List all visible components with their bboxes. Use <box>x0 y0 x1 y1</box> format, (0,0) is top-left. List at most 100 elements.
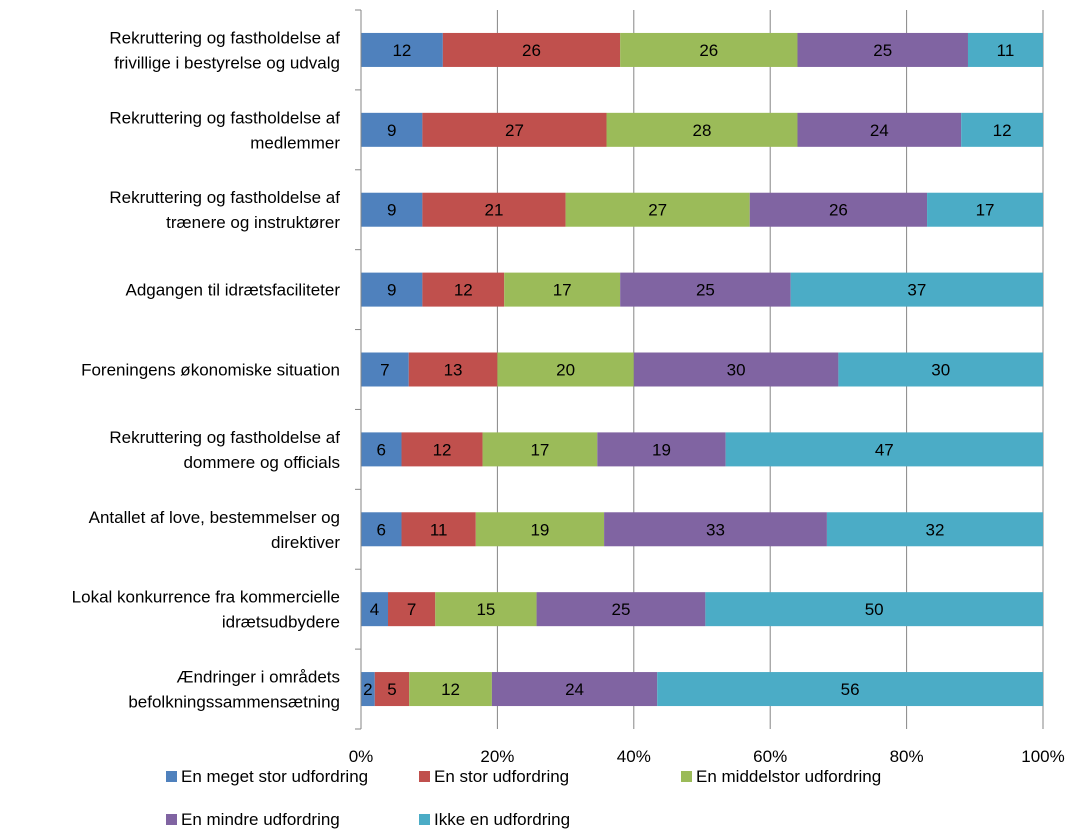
legend-item: En meget stor udfordring <box>166 767 368 786</box>
data-label: 7 <box>407 600 416 619</box>
x-tick-label: 60% <box>753 747 787 766</box>
legend-swatch <box>681 771 692 782</box>
data-label: 24 <box>870 121 889 140</box>
legend-item: En stor udfordring <box>419 767 569 786</box>
bar-segment <box>361 672 375 707</box>
bar-segment <box>606 112 798 147</box>
bar-segment <box>633 352 839 387</box>
data-label: 5 <box>387 680 396 699</box>
category-label: Adgangen til idrætsfaciliteter <box>125 281 340 300</box>
x-tick-label: 0% <box>349 747 374 766</box>
bar-segment <box>409 672 492 707</box>
category-label: Rekruttering og fastholdelse af frivillig… <box>109 28 340 72</box>
data-label: 9 <box>387 121 396 140</box>
legend-label: En mindre udfordring <box>181 810 340 829</box>
bar-segment <box>620 272 791 307</box>
data-label: 19 <box>652 440 671 459</box>
bar-segment <box>497 352 634 387</box>
data-label: 6 <box>377 440 386 459</box>
bar-segment <box>961 112 1043 147</box>
bar-segment <box>401 512 476 547</box>
data-label: 21 <box>485 201 504 220</box>
data-label: 2 <box>363 680 372 699</box>
bar-segment <box>435 592 537 627</box>
bar-segment <box>604 512 827 547</box>
bar-segment <box>657 672 1043 707</box>
data-label: 37 <box>907 281 926 300</box>
legend-swatch <box>419 771 430 782</box>
data-label: 27 <box>648 201 667 220</box>
bar-segment <box>536 592 706 627</box>
data-label: 17 <box>553 281 572 300</box>
category-label: Rekruttering og fastholdelse af trænere o… <box>109 188 340 232</box>
bar-segment <box>927 192 1043 227</box>
data-label: 17 <box>530 440 549 459</box>
bar-segment <box>361 512 402 547</box>
data-label: 12 <box>454 281 473 300</box>
data-label: 9 <box>387 201 396 220</box>
bar-segment <box>361 32 443 67</box>
bars: 12 26 26 25 119 27 28 24 129 21 27 26 179 12 17 25 377 13… <box>361 32 1043 707</box>
bar-segment <box>361 192 423 227</box>
bar-segment <box>422 112 607 147</box>
bar-segment <box>374 672 410 707</box>
bar-segment <box>361 352 409 387</box>
data-label: 30 <box>727 361 746 380</box>
bar-segment <box>422 192 566 227</box>
bar-segment <box>967 32 1043 67</box>
bar-segment <box>705 592 1043 627</box>
x-tick-labels: 0% 20% 40% 60% 80% 100% <box>349 747 1065 766</box>
y-axis <box>355 9 362 730</box>
data-label: 56 <box>841 680 860 699</box>
data-label: 47 <box>875 440 894 459</box>
data-label: 15 <box>476 600 495 619</box>
bar-segment <box>491 672 658 707</box>
category-label: Lokal konkurrence fra kommercielle idræts… <box>72 588 340 632</box>
data-label: 32 <box>925 520 944 539</box>
x-tick-label: 100% <box>1021 747 1064 766</box>
bar-segment <box>442 32 621 67</box>
data-label: 25 <box>696 281 715 300</box>
legend-swatch <box>419 814 430 825</box>
bar-segment <box>826 512 1043 547</box>
legend-swatch <box>166 771 177 782</box>
data-label: 11 <box>997 41 1015 60</box>
bar-segment <box>361 112 423 147</box>
legend-item: En middelstor udfordring <box>681 767 881 786</box>
x-tick-label: 20% <box>480 747 514 766</box>
data-label: 9 <box>387 281 396 300</box>
data-label: 6 <box>377 520 386 539</box>
bar-segment <box>504 272 621 307</box>
data-label: 19 <box>530 520 549 539</box>
bar-segment <box>797 32 968 67</box>
category-label: Rekruttering og fastholdelse af dommere o… <box>109 428 340 472</box>
legend-item: En mindre udfordring <box>166 810 340 829</box>
data-label: 33 <box>706 520 725 539</box>
bar-segment <box>620 32 798 67</box>
data-label: 11 <box>430 520 448 539</box>
data-label: 12 <box>441 680 460 699</box>
bar-segment <box>749 192 928 227</box>
data-label: 12 <box>433 440 452 459</box>
bar-segment <box>597 432 726 467</box>
category-labels: Rekruttering og fastholdelse af frivillig… <box>72 28 341 711</box>
data-label: 25 <box>873 41 892 60</box>
bar-segment <box>361 272 423 307</box>
bar-segment <box>482 432 598 467</box>
data-label: 12 <box>993 121 1012 140</box>
bar-segment <box>475 512 605 547</box>
legend-label: En stor udfordring <box>434 767 569 786</box>
bar-segment <box>361 432 402 467</box>
legend-label: En meget stor udfordring <box>181 767 368 786</box>
x-tick-label: 80% <box>890 747 924 766</box>
legend-swatch <box>166 814 177 825</box>
data-label: 30 <box>931 361 950 380</box>
bar-segment <box>422 272 505 307</box>
data-label: 50 <box>865 600 884 619</box>
data-label: 4 <box>370 600 379 619</box>
data-label: 17 <box>976 201 995 220</box>
data-label: 25 <box>612 600 631 619</box>
legend: En meget stor udfordring En stor udfordri… <box>166 767 881 829</box>
bar-segment <box>838 352 1043 387</box>
